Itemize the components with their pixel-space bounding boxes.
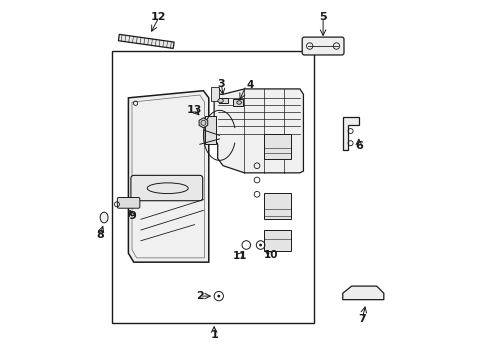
Text: 2: 2 (196, 291, 203, 301)
Ellipse shape (236, 101, 241, 104)
Polygon shape (219, 98, 228, 103)
Ellipse shape (100, 212, 108, 223)
Polygon shape (233, 99, 242, 106)
Polygon shape (214, 89, 303, 173)
Bar (264, 230, 290, 251)
Text: 12: 12 (151, 13, 166, 22)
Bar (264, 193, 290, 219)
Text: 11: 11 (232, 251, 246, 261)
Circle shape (259, 244, 262, 247)
Bar (112, 51, 313, 323)
Text: 13: 13 (186, 105, 202, 115)
Text: 6: 6 (354, 141, 362, 151)
Text: 10: 10 (264, 250, 278, 260)
FancyBboxPatch shape (117, 198, 140, 208)
Bar (264, 134, 290, 158)
Text: 4: 4 (246, 80, 253, 90)
Circle shape (217, 295, 220, 297)
Bar (210, 87, 219, 102)
Polygon shape (118, 34, 174, 49)
FancyBboxPatch shape (302, 37, 343, 55)
Bar (205, 116, 216, 144)
Text: 9: 9 (128, 211, 136, 221)
Polygon shape (342, 286, 383, 300)
Text: 3: 3 (217, 78, 224, 89)
Polygon shape (199, 118, 207, 128)
Text: 7: 7 (358, 314, 366, 324)
Polygon shape (128, 91, 208, 262)
FancyBboxPatch shape (131, 175, 203, 201)
Polygon shape (342, 117, 358, 150)
Text: 8: 8 (96, 230, 103, 240)
Text: 5: 5 (319, 13, 326, 22)
Text: 1: 1 (210, 330, 218, 341)
Ellipse shape (218, 99, 223, 103)
